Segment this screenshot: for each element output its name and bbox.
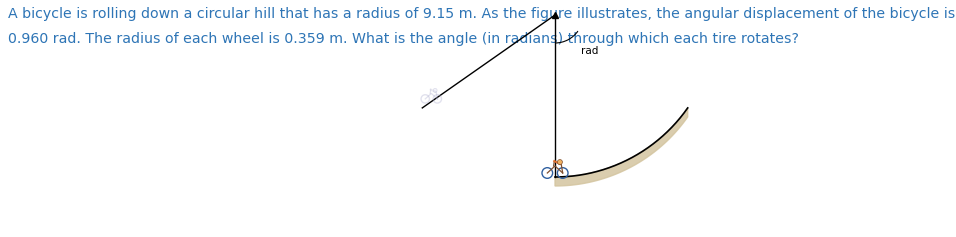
Circle shape [557,160,562,165]
Polygon shape [555,108,687,186]
Text: rad: rad [581,46,598,56]
Circle shape [433,88,437,92]
Text: 0.960 rad. The radius of each wheel is 0.359 m. What is the angle (in radians) t: 0.960 rad. The radius of each wheel is 0… [8,32,799,46]
Text: A bicycle is rolling down a circular hill that has a radius of 9.15 m. As the fi: A bicycle is rolling down a circular hil… [8,7,955,21]
